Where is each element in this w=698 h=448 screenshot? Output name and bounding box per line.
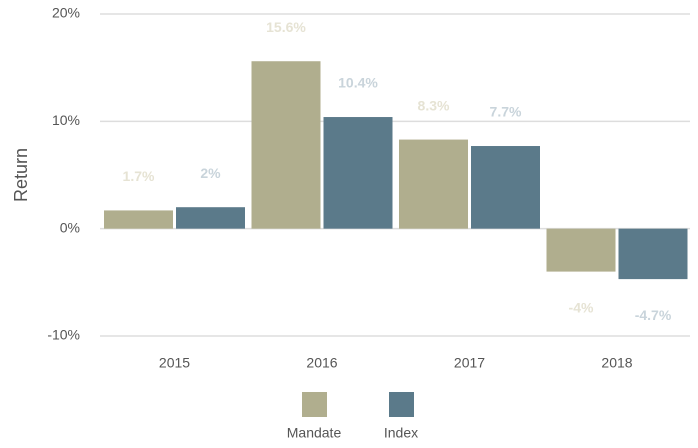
bar (399, 139, 468, 229)
bar (104, 210, 173, 229)
value-label: 2% (200, 165, 221, 181)
legend-label: Index (384, 425, 418, 441)
y-tick-label: -10% (47, 327, 80, 343)
bar (176, 207, 245, 229)
y-tick-label: 0% (60, 219, 80, 235)
value-label: 1.7% (123, 168, 155, 184)
bar (546, 228, 616, 272)
bar (323, 117, 393, 229)
value-label: -4% (569, 299, 594, 315)
legend-swatch (302, 392, 327, 417)
y-tick-label: 10% (52, 112, 80, 128)
y-tick-label: 20% (52, 5, 80, 21)
bar (251, 61, 321, 229)
value-label: 15.6% (266, 19, 306, 35)
legend-swatch (389, 392, 414, 417)
bar (471, 146, 540, 229)
x-tick-label: 2017 (454, 355, 485, 371)
value-label: 10.4% (338, 75, 378, 91)
value-label: -4.7% (635, 307, 672, 323)
value-label: 7.7% (490, 104, 522, 120)
bar (618, 228, 688, 280)
y-axis-label: Return (11, 148, 31, 202)
x-tick-label: 2018 (601, 355, 632, 371)
value-label: 8.3% (418, 97, 450, 113)
x-tick-label: 2015 (159, 355, 190, 371)
x-tick-label: 2016 (306, 355, 337, 371)
legend-label: Mandate (287, 425, 342, 441)
